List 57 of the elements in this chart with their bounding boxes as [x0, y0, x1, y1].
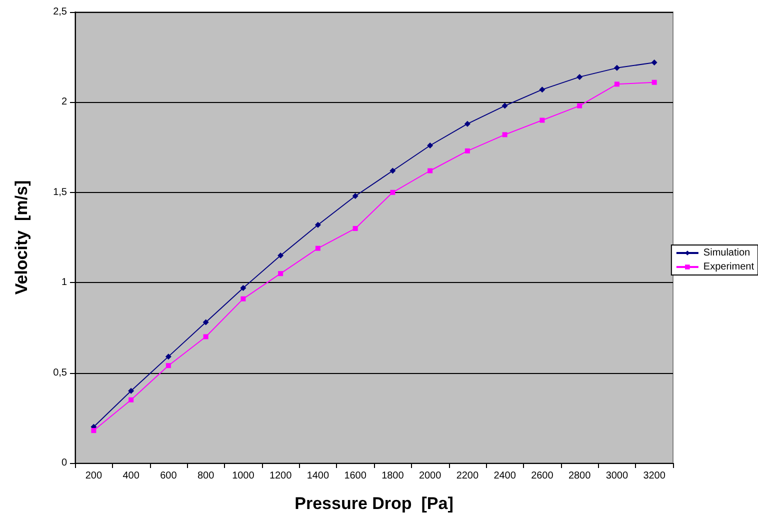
x-tick-label: 3200 — [643, 470, 666, 482]
point — [128, 397, 134, 402]
point — [240, 296, 246, 302]
point — [278, 252, 284, 259]
x-tick-label: 2400 — [494, 470, 516, 482]
point — [166, 363, 171, 368]
point — [390, 168, 396, 174]
y-tick-label: 0,5 — [53, 367, 68, 378]
y-axis-title: Velocity [m/s] — [12, 180, 31, 295]
point — [614, 64, 620, 71]
point — [315, 246, 320, 251]
point — [651, 60, 658, 66]
point — [652, 80, 657, 85]
point — [352, 193, 358, 200]
point — [539, 86, 546, 93]
point — [390, 190, 396, 195]
x-tick-label: 400 — [122, 470, 140, 482]
x-tick-label: 600 — [160, 470, 178, 482]
point — [202, 319, 209, 326]
x-tick-label: 800 — [197, 470, 215, 482]
y-tick-label: 1,5 — [53, 186, 68, 198]
point — [576, 74, 583, 80]
x-tick-label: 1800 — [382, 470, 404, 482]
point — [540, 118, 545, 123]
point — [464, 120, 470, 127]
x-tick-label: 1000 — [232, 470, 255, 482]
legend-label: Experiment — [703, 262, 754, 272]
x-tick-label: 200 — [85, 470, 102, 482]
legend-label: Simulation — [703, 248, 750, 258]
point — [464, 148, 470, 154]
point — [314, 222, 321, 228]
point — [352, 226, 358, 231]
x-tick-label: 2200 — [456, 470, 479, 482]
point — [428, 168, 433, 174]
x-tick-label: 1600 — [344, 470, 367, 482]
y-tick-label: 0 — [61, 458, 68, 468]
x-tick-label: 1400 — [306, 470, 330, 482]
point — [614, 82, 620, 87]
point — [91, 428, 96, 434]
x-tick-label: 2600 — [531, 470, 554, 482]
point — [278, 271, 284, 276]
y-tick-label: 1 — [61, 277, 68, 288]
point — [502, 102, 508, 109]
point — [128, 388, 134, 394]
point — [502, 132, 508, 138]
x-tick-label: 2000 — [418, 470, 442, 482]
point — [427, 142, 434, 148]
x-axis-title: Pressure Drop [Pa] — [294, 494, 454, 513]
y-tick-label: 2,5 — [53, 6, 68, 18]
y-tick-label: 2 — [61, 96, 68, 108]
point — [203, 334, 208, 340]
x-tick-label: 3000 — [606, 470, 628, 482]
point — [240, 285, 246, 292]
x-tick-label: 1200 — [269, 470, 292, 482]
x-tick-label: 2800 — [568, 470, 592, 482]
point — [165, 354, 172, 360]
point — [577, 103, 582, 108]
